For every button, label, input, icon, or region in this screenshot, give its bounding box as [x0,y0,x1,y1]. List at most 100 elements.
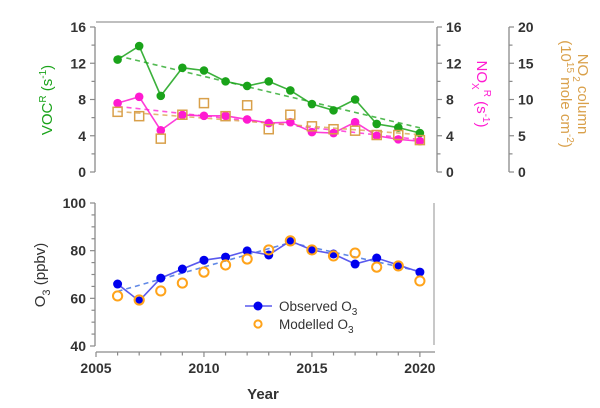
no2-column-point [241,100,253,111]
legend-modelled-marker [253,319,263,329]
no2-axis-tick-label: 5 [518,128,526,144]
nox-axis-tick-label: 4 [446,128,454,144]
no2-column-trend-line [117,110,420,136]
voc-r-point [113,55,122,64]
voc-r-trend-line [117,55,421,129]
no2-axis-tick-label: 0 [518,164,526,180]
voc-r-point [329,106,338,115]
no2-column-point [414,134,426,146]
legend-observed-label: Observed O3 [279,299,358,318]
observed-o3-point [372,253,382,263]
nox-r-point [221,111,230,121]
modelled-o3-point [414,275,426,287]
modelled-o3-point [371,261,383,273]
modelled-o3-point [241,253,253,265]
o3-axis-tick-label: 40 [70,338,86,354]
nox-r-point [264,118,274,128]
voc-axis-tick-label: 4 [78,128,86,144]
nox-r-point [156,126,166,135]
no2-column-point [371,129,382,141]
voc-r-point [372,119,382,129]
voc-r-point [134,41,144,51]
observed-o3-point [415,267,425,277]
no2-column-point [155,133,167,144]
modelled-o3-point [198,266,210,278]
nox-axis-tick-label: 16 [446,19,462,35]
no2-column-point [220,110,231,122]
modelled-o3-point [133,294,145,306]
observed-o3-point [221,252,231,262]
legend: Observed O3 Modelled O3 [245,299,358,336]
voc-r-point [264,77,274,86]
nox-r-point [113,98,122,108]
no2-axis-title-line2: (1015 mole cm-2) [557,40,575,148]
no2-column-point [198,97,210,109]
no2-column-point [393,129,404,141]
voc-r-point [221,77,230,86]
o3-axis-tick-label: 60 [70,290,86,306]
x-tick-label: 2010 [188,360,219,376]
voc-axis-tick-label: 0 [78,164,86,180]
no2-column-point [263,123,274,135]
o3-axis-tick-label: 100 [63,195,87,211]
o3-axis-tick-label: 80 [70,243,86,259]
no2-axis-tick-label: 15 [518,55,534,71]
nox-axis-tick-label: 12 [446,55,462,71]
legend-modelled-label: Modelled O3 [279,317,354,336]
no2-axis-tick-label: 10 [518,92,534,108]
voc-r-point [178,63,187,73]
voc-r-point [307,99,317,109]
observed-o3-point [156,273,166,283]
voc-axis-title: VOCR (s-1) [38,65,56,135]
nox-r-point [178,110,187,120]
no2-axis-title-line1: NO2 column [570,54,591,135]
modelled-o3-point [327,250,340,262]
modelled-o3-point [111,290,124,302]
nox-axis-tick-label: 0 [446,164,454,180]
modelled-o3-point [306,244,318,256]
observed-o3-point [199,255,209,265]
modelled-o3-point [392,260,404,272]
no2-column-point [328,123,339,135]
modelled-o3-point [176,277,188,289]
nox-r-point [372,131,382,141]
observed-o3-point [177,264,187,274]
observed-o3-point [242,246,252,256]
no2-axis-tick-label: 20 [518,19,534,35]
nox-r-point [307,127,317,137]
modelled-o3-point [263,244,275,256]
voc-r-point [156,91,166,101]
nox-r-point [242,115,252,124]
legend-observed-marker [253,301,263,311]
observed-o3-point [307,245,317,255]
nox-r-point [286,117,295,127]
no2-column-point [133,110,145,122]
x-tick-label: 2020 [404,360,435,376]
bottom-panel: 40 60 80 100 2005 2010 2015 2020 [63,195,436,376]
voc-r-point [350,95,360,104]
nox-r-point [199,111,209,121]
no2-column-point [112,106,123,118]
voc-r-point [242,81,252,91]
no2-column-point [349,125,361,136]
nox-r-trend-line [117,105,420,141]
o3-axis-title: O3 (ppbv) [32,243,53,307]
nox-axis-title: NOXR (s-1) [469,61,492,128]
voc-r-point [286,86,295,95]
modelled-o3-point [284,235,296,247]
voc-r-point [393,123,403,132]
voc-axis-tick-label: 8 [78,92,86,108]
no2-column-point [177,109,188,120]
voc-axis-tick-label: 16 [70,19,86,35]
x-tick-label: 2015 [296,360,327,376]
x-axis-title: Year [247,386,279,403]
modelled-o3-point [349,247,361,259]
modelled-o3-point [155,285,167,297]
nox-axis-tick-label: 8 [446,92,454,108]
voc-axis-tick-label: 12 [70,55,86,71]
no2-column-point [285,109,296,120]
x-tick-label: 2005 [80,360,111,376]
no2-column-point [306,121,318,132]
nox-r-point [134,92,144,102]
